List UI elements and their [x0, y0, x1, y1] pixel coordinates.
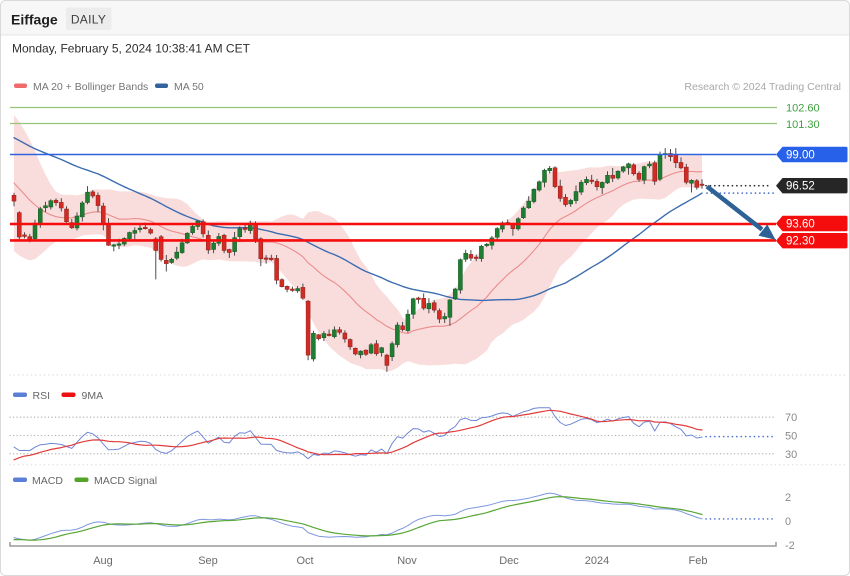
svg-text:Sep: Sep	[198, 555, 218, 567]
svg-text:Dec: Dec	[499, 555, 519, 567]
svg-text:MACD: MACD	[32, 475, 63, 487]
svg-text:MA 20 + Bollinger Bands: MA 20 + Bollinger Bands	[33, 81, 148, 93]
svg-text:MA 50: MA 50	[174, 81, 204, 93]
svg-text:Nov: Nov	[397, 555, 417, 567]
svg-text:-2: -2	[785, 540, 795, 552]
svg-text:MACD Signal: MACD Signal	[94, 475, 157, 487]
svg-text:102.60: 102.60	[786, 102, 820, 114]
svg-text:Eiffage: Eiffage	[11, 12, 58, 28]
svg-text:30: 30	[785, 449, 797, 461]
svg-text:2024: 2024	[585, 555, 609, 567]
svg-text:101.30: 101.30	[786, 119, 820, 131]
svg-text:Aug: Aug	[93, 555, 113, 567]
svg-text:2: 2	[785, 492, 791, 504]
svg-text:92.30: 92.30	[786, 236, 815, 248]
svg-text:99.00: 99.00	[786, 150, 815, 162]
svg-text:50: 50	[785, 431, 797, 443]
svg-text:RSI: RSI	[33, 390, 51, 402]
svg-text:0: 0	[785, 516, 791, 528]
svg-text:96.52: 96.52	[786, 181, 815, 193]
svg-text:Feb: Feb	[689, 555, 708, 567]
svg-text:70: 70	[785, 412, 797, 424]
svg-text:DAILY: DAILY	[71, 12, 106, 26]
svg-text:Monday, February 5, 2024 10:38: Monday, February 5, 2024 10:38:41 AM CET	[12, 42, 251, 56]
svg-text:9MA: 9MA	[82, 390, 104, 402]
svg-text:Oct: Oct	[296, 555, 313, 567]
svg-text:93.60: 93.60	[786, 219, 815, 231]
svg-text:Research © 2024 Trading Centra: Research © 2024 Trading Central	[684, 81, 841, 93]
